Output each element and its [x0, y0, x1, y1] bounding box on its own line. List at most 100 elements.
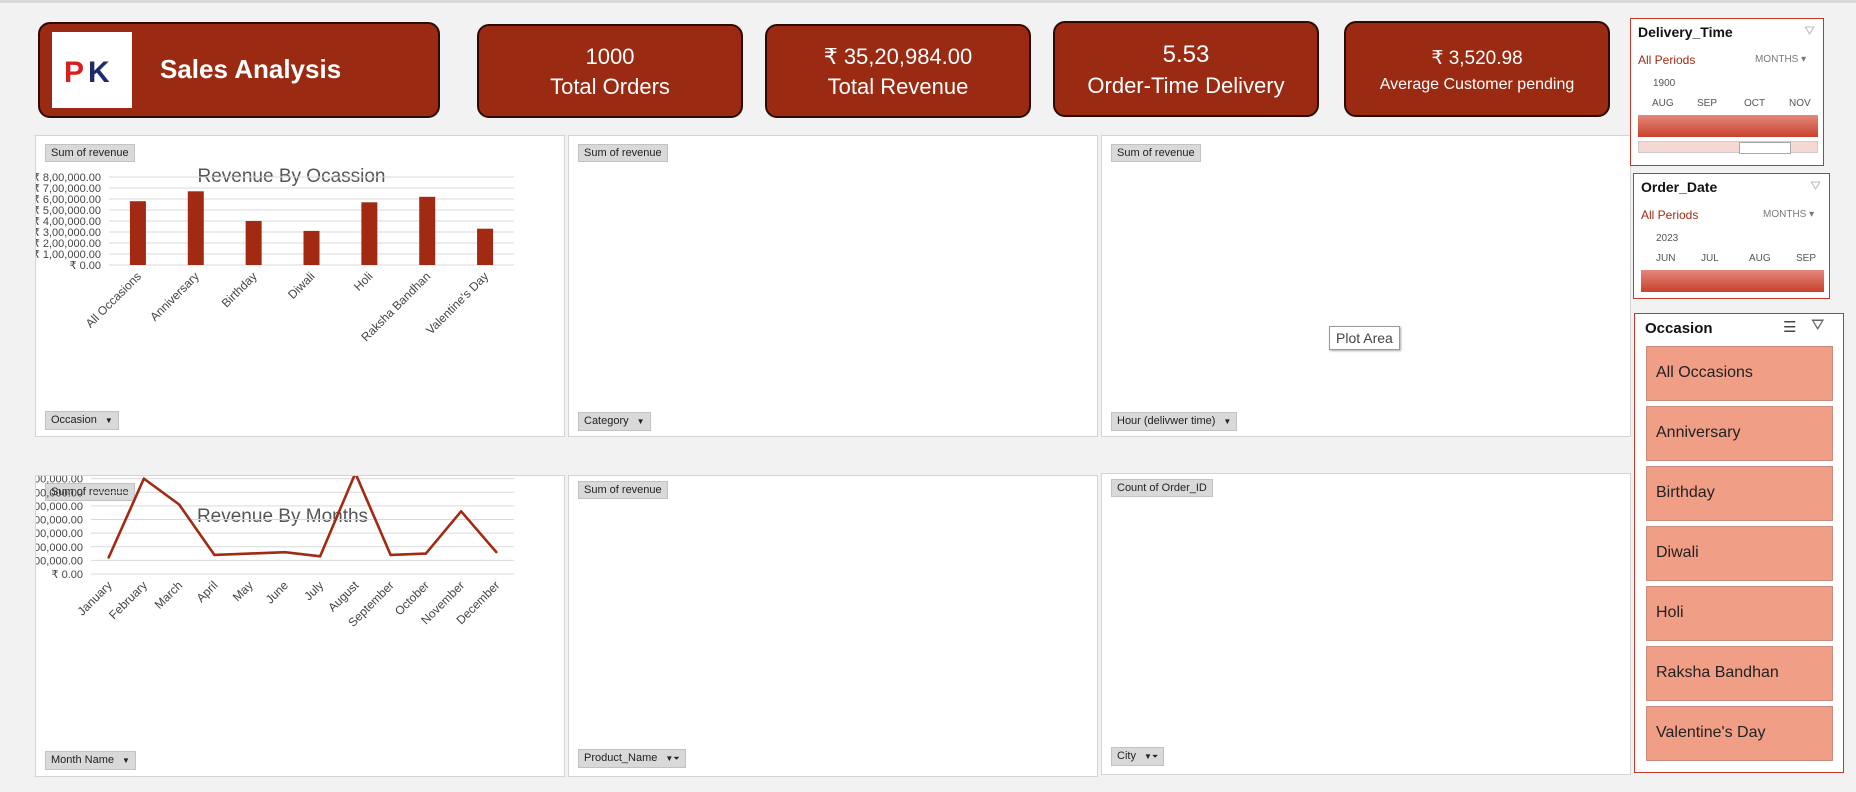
chart-revenue-by-occasion[interactable]: Sum of revenue Revenue By Ocassion ₹ 0.00… — [35, 135, 565, 437]
chart-revenue-by-hour[interactable]: Sum of revenue Revenue By Hour₹ 0.00₹ 50… — [1101, 135, 1631, 437]
chart-svg: Revenue By Hour₹ 0.00₹ 50,000.00₹ 1,00,0… — [1102, 136, 1632, 438]
slicer-item[interactable]: All Occasions — [1646, 346, 1833, 401]
y-tick-label: ₹ 8,00,000.00 — [36, 172, 101, 184]
chart-svg: Revenue By Months ₹ 0.00 ₹ 1,00,000.00₹ 2,… — [36, 476, 514, 630]
field-button[interactable]: Sum of revenue — [45, 144, 135, 162]
sheet-top-edge — [0, 0, 1856, 3]
slicer-item[interactable]: Valentine's Day — [1646, 706, 1833, 761]
field-button[interactable]: Sum of revenue — [578, 144, 668, 162]
chart-revenue-by-category[interactable]: Sum of revenue Revenue By Category₹ 0.00… — [568, 135, 1098, 437]
slicer-item[interactable]: Anniversary — [1646, 406, 1833, 461]
field-button[interactable]: Sum of revenue — [1111, 144, 1201, 162]
x-tick-label: May — [230, 578, 256, 604]
kpi-total-orders: 1000 Total Orders — [477, 24, 743, 118]
chart-revenue-by-months[interactable]: Sum of revenue Revenue By Months ₹ 0.00 ₹ … — [35, 475, 565, 777]
kpi-average-customer-pending: ₹ 3,520.98 Average Customer pending — [1344, 21, 1610, 117]
month-label: AUG — [1652, 98, 1674, 109]
chart-svg: Revenue By Category₹ 0.00₹ 2,00,000.00₹ … — [569, 136, 1099, 438]
timeline-bar[interactable] — [1641, 270, 1824, 292]
month-label: JUL — [1701, 253, 1719, 264]
chart-top-10-cities[interactable]: Count of Order_ID Top 10 Cities By Order… — [1101, 473, 1631, 775]
chart-title: Revenue By Months — [197, 506, 368, 527]
y-tick-label: ₹ 5,00,000.00 — [36, 501, 83, 513]
bar — [187, 191, 204, 265]
kpi-label: Average Customer pending — [1379, 76, 1575, 93]
x-tick-label: June — [263, 578, 292, 607]
year-label: 2023 — [1656, 233, 1679, 244]
filter-label: Hour (delivwer time) — [1117, 415, 1216, 427]
clear-filter-icon[interactable]: ⛛ — [1811, 317, 1825, 334]
all-periods-link[interactable]: All Periods — [1641, 208, 1699, 222]
filter-button-product[interactable]: Product_Name ▼⏷ — [578, 749, 686, 768]
clear-filter-icon[interactable]: ⛛ — [1810, 178, 1821, 193]
kpi-value: ₹ 3,520.98 — [1431, 48, 1523, 69]
field-button[interactable]: Sum of revenue — [578, 481, 668, 499]
kpi-label: Order-Time Delivery — [1087, 73, 1285, 98]
slicer-item[interactable]: Diwali — [1646, 526, 1833, 581]
y-tick-label: ₹ 7,00,000.00 — [36, 183, 101, 195]
kpi-label: Total Orders — [550, 74, 670, 99]
y-tick-label: ₹ 3,00,000.00 — [36, 528, 83, 540]
filter-funnel-icon: ▼⏷ — [1143, 752, 1159, 761]
y-tick-label: ₹ 4,00,000.00 — [36, 515, 83, 527]
x-tick-label: All Occasions — [83, 269, 144, 330]
svg-text:K: K — [88, 56, 110, 89]
slicer-order-date[interactable]: Order_Date ⛛ All Periods MONTHS ▾ 2023 J… — [1633, 173, 1830, 299]
x-tick-label: Birthday — [219, 269, 260, 310]
x-tick-label: July — [301, 578, 326, 603]
timeline-bar[interactable] — [1638, 115, 1818, 137]
y-tick-label: ₹ 2,00,000.00 — [36, 238, 101, 250]
bar — [129, 201, 146, 265]
all-periods-link[interactable]: All Periods — [1638, 53, 1696, 67]
y-tick-label: ₹ 6,00,000.00 — [36, 487, 83, 499]
filter-button-hour[interactable]: Hour (delivwer time) ▼ — [1111, 412, 1238, 431]
clear-filter-icon[interactable]: ⛛ — [1804, 23, 1815, 38]
bar — [477, 228, 494, 265]
y-tick-label: ₹ 4,00,000.00 — [36, 216, 101, 228]
y-tick-label: ₹ 5,00,000.00 — [36, 205, 101, 217]
time-level-label: MONTHS — [1763, 209, 1807, 220]
filter-button-city[interactable]: City ▼⏷ — [1111, 747, 1165, 766]
year-label: 1900 — [1653, 78, 1676, 89]
timeline-scrollbar[interactable] — [1638, 141, 1818, 154]
y-tick-label: ₹ 6,00,000.00 — [36, 194, 101, 206]
month-label: JUN — [1656, 253, 1676, 264]
kpi-value: 5.53 — [1162, 41, 1210, 68]
slicer-item[interactable]: Holi — [1646, 586, 1833, 641]
kpi-total-revenue: ₹ 35,20,984.00 Total Revenue — [765, 24, 1031, 118]
filter-button-month[interactable]: Month Name ▼ — [45, 751, 136, 770]
month-label: OCT — [1744, 98, 1766, 109]
dropdown-arrow-icon: ▼ — [104, 416, 113, 425]
filter-label: Category — [584, 415, 629, 427]
dropdown-arrow-icon: ▼ — [121, 756, 130, 765]
dropdown-arrow-icon: ▼ — [1223, 417, 1232, 426]
slicer-item[interactable]: Raksha Bandhan — [1646, 646, 1833, 701]
dashboard-title: Sales Analysis — [160, 54, 342, 84]
y-tick-label: ₹ 0.00 — [70, 260, 101, 272]
scrollbar-thumb[interactable] — [1739, 142, 1791, 154]
x-tick-label: April — [194, 578, 221, 605]
y-tick-label: ₹ 1,00,000.00 — [36, 555, 83, 567]
chart-top-5-products[interactable]: Sum of revenue Top 5 Products By Revenue… — [568, 475, 1098, 777]
series-line — [107, 476, 498, 559]
bar — [361, 202, 378, 265]
multi-select-icon[interactable]: ☰ — [1783, 319, 1797, 336]
slicer-item[interactable]: Birthday — [1646, 466, 1833, 521]
bar — [303, 230, 320, 265]
slicer-delivery-time[interactable]: Delivery_Time ⛛ All Periods MONTHS ▾ 190… — [1630, 18, 1824, 166]
time-level-select[interactable]: MONTHS ▾ — [1755, 54, 1807, 65]
filter-button-category[interactable]: Category ▼ — [578, 412, 651, 431]
kpi-label: Total Revenue — [827, 74, 969, 99]
field-button[interactable]: Count of Order_ID — [1111, 479, 1213, 497]
filter-button-occasion[interactable]: Occasion ▼ — [45, 411, 119, 430]
filter-funnel-icon: ▼⏷ — [665, 754, 680, 763]
x-tick-label: Valentine's Day — [423, 269, 491, 337]
slicer-occasion[interactable]: Occasion ☰ ⛛ All Occasions Anniversary B… — [1634, 313, 1844, 773]
y-tick-label: ₹ 2,00,000.00 — [36, 542, 83, 554]
svg-text:P: P — [64, 56, 84, 89]
time-level-select[interactable]: MONTHS ▾ — [1763, 209, 1815, 220]
time-level-label: MONTHS — [1755, 54, 1799, 65]
filter-label: Month Name — [51, 754, 114, 766]
x-tick-label: March — [152, 578, 185, 611]
field-button[interactable]: Sum of revenue — [45, 483, 135, 501]
